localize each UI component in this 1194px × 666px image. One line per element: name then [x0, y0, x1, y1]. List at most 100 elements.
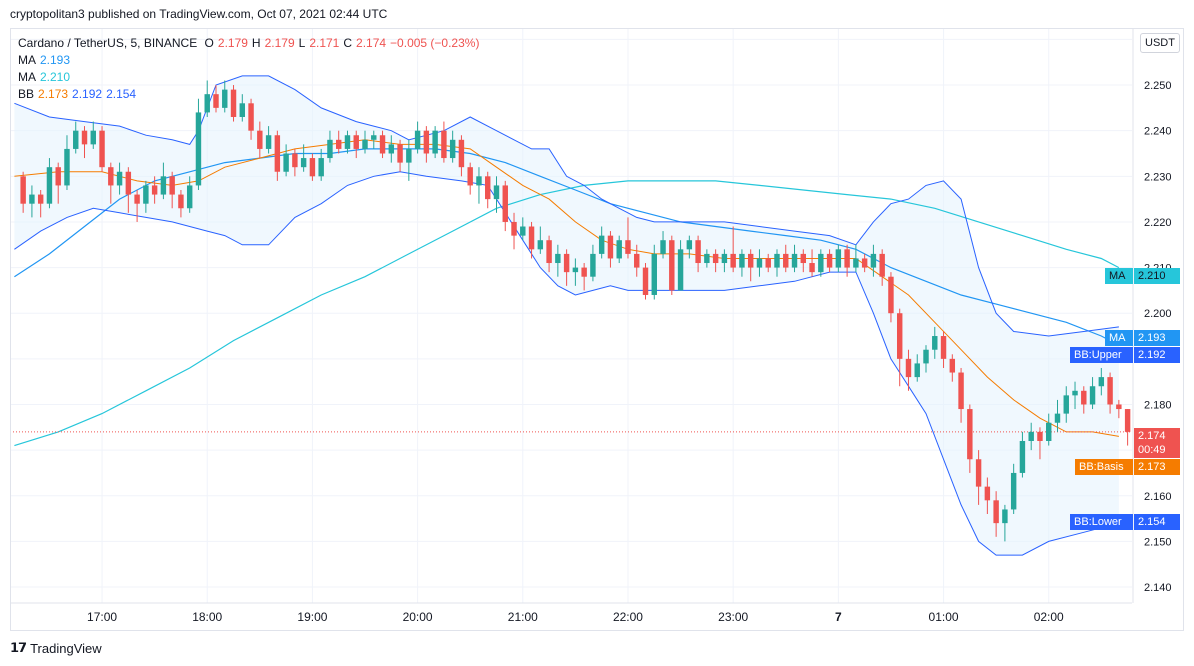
candle-body: [712, 253, 719, 264]
candle-body: [186, 185, 193, 209]
chart-frame: [10, 28, 1184, 631]
time-tick-label: 20:00: [403, 610, 433, 624]
candle-body: [634, 253, 640, 268]
candle-body: [406, 148, 412, 163]
candle-body: [1037, 431, 1043, 441]
price-tick-label: 2.230: [1144, 171, 1172, 183]
candle-body: [826, 253, 833, 268]
candlesticks: [20, 80, 1131, 542]
candle-body: [362, 139, 368, 149]
brand-name: TradingView: [30, 640, 102, 656]
candle-body: [143, 185, 149, 204]
candle-body: [73, 130, 79, 149]
ma-long-legend[interactable]: MA 2.210: [18, 70, 71, 84]
candle-body: [546, 240, 552, 264]
candle-body: [64, 148, 70, 186]
candle-body: [1002, 509, 1008, 524]
candle-body: [835, 249, 842, 268]
candle-body: [818, 253, 824, 273]
ma-long-tag-label: MA: [1105, 268, 1133, 284]
candle-body: [388, 144, 395, 154]
candle-body: [940, 336, 947, 359]
time-tick-label: 21:00: [508, 610, 538, 624]
candle-body: [274, 135, 281, 172]
candle-body: [572, 267, 579, 273]
candle-body: [99, 130, 105, 168]
bb-legend[interactable]: BB 2.173 2.192 2.154: [18, 87, 137, 101]
indicator-lines: [10, 75, 1132, 556]
candle-body: [292, 153, 298, 168]
ma-short-legend[interactable]: MA 2.193: [18, 53, 71, 67]
candle-body: [590, 253, 596, 277]
bollinger-band-fill: [14, 75, 1119, 556]
candle-body: [669, 240, 675, 291]
candle-body: [169, 176, 175, 195]
candle-body: [520, 226, 526, 236]
candle-body: [29, 194, 35, 204]
candle-body: [642, 267, 649, 295]
ma-short-tag-label: MA: [1105, 330, 1133, 346]
candle-body: [257, 130, 263, 149]
candle-body: [870, 253, 877, 268]
candle-body: [809, 263, 815, 273]
candle-body: [511, 221, 517, 236]
candle-body: [958, 372, 964, 410]
time-tick-label: 7: [835, 610, 842, 624]
time-tick-label: 17:00: [87, 610, 117, 624]
price-tick-label: 2.220: [1144, 217, 1172, 229]
candle-body: [598, 235, 605, 254]
candle-body: [151, 185, 158, 195]
candle-body: [739, 253, 745, 268]
candle-body: [765, 258, 771, 268]
bb-upper-tag-label: BB:Upper: [1070, 347, 1133, 363]
candle-body: [423, 130, 430, 154]
candle-body: [914, 363, 920, 378]
bb-lower-tag-value: 2.154: [1134, 514, 1180, 530]
candle-body: [108, 167, 114, 186]
last-price-tag: 2.174 00:49: [1134, 428, 1180, 458]
price-tick-label: 2.240: [1144, 126, 1172, 138]
candle-body: [1010, 472, 1017, 510]
candle-body: [730, 253, 736, 268]
price-tick-label: 2.140: [1144, 582, 1172, 594]
candle-body: [949, 358, 956, 373]
candle-body: [1054, 413, 1061, 423]
bb-lower-line: [14, 171, 1120, 556]
footer-brand[interactable]: 𝟭𝟳 TradingView: [10, 640, 102, 656]
price-tick-label: 2.250: [1144, 80, 1172, 92]
candle-body: [967, 409, 973, 460]
bb-lower-tag-label: BB:Lower: [1070, 514, 1133, 530]
candle-body: [335, 139, 342, 149]
candle-body: [861, 258, 868, 268]
candle-body: [1124, 409, 1131, 432]
candle-body: [344, 135, 351, 149]
candle-body: [747, 253, 754, 268]
candle-body: [353, 135, 359, 149]
candle-body: [327, 139, 333, 159]
bb-fill-area: [14, 75, 1119, 556]
candle-body: [905, 358, 912, 378]
currency-label[interactable]: USDT: [1140, 33, 1180, 53]
candle-body: [178, 194, 184, 209]
candle-body: [46, 167, 53, 204]
candle-body: [791, 253, 798, 268]
candle-body: [1107, 377, 1113, 405]
ma-short-tag-value: 2.193: [1134, 330, 1180, 346]
candle-body: [686, 240, 693, 250]
candle-body: [458, 139, 465, 168]
candle-body: [528, 226, 535, 250]
candle-body: [1046, 422, 1052, 441]
bb-basis-tag-value: 2.173: [1134, 459, 1180, 475]
candle-body: [975, 459, 982, 487]
candle-body: [493, 185, 500, 200]
candle-body: [721, 253, 728, 264]
candle-body: [1063, 395, 1069, 414]
price-tick-label: 2.150: [1144, 536, 1172, 548]
candle-body: [204, 94, 210, 113]
candle-body: [37, 194, 44, 204]
bb-basis-tag-label: BB:Basis: [1075, 459, 1133, 475]
candle-body: [449, 139, 456, 159]
candle-body: [116, 171, 123, 186]
candle-body: [625, 240, 631, 254]
